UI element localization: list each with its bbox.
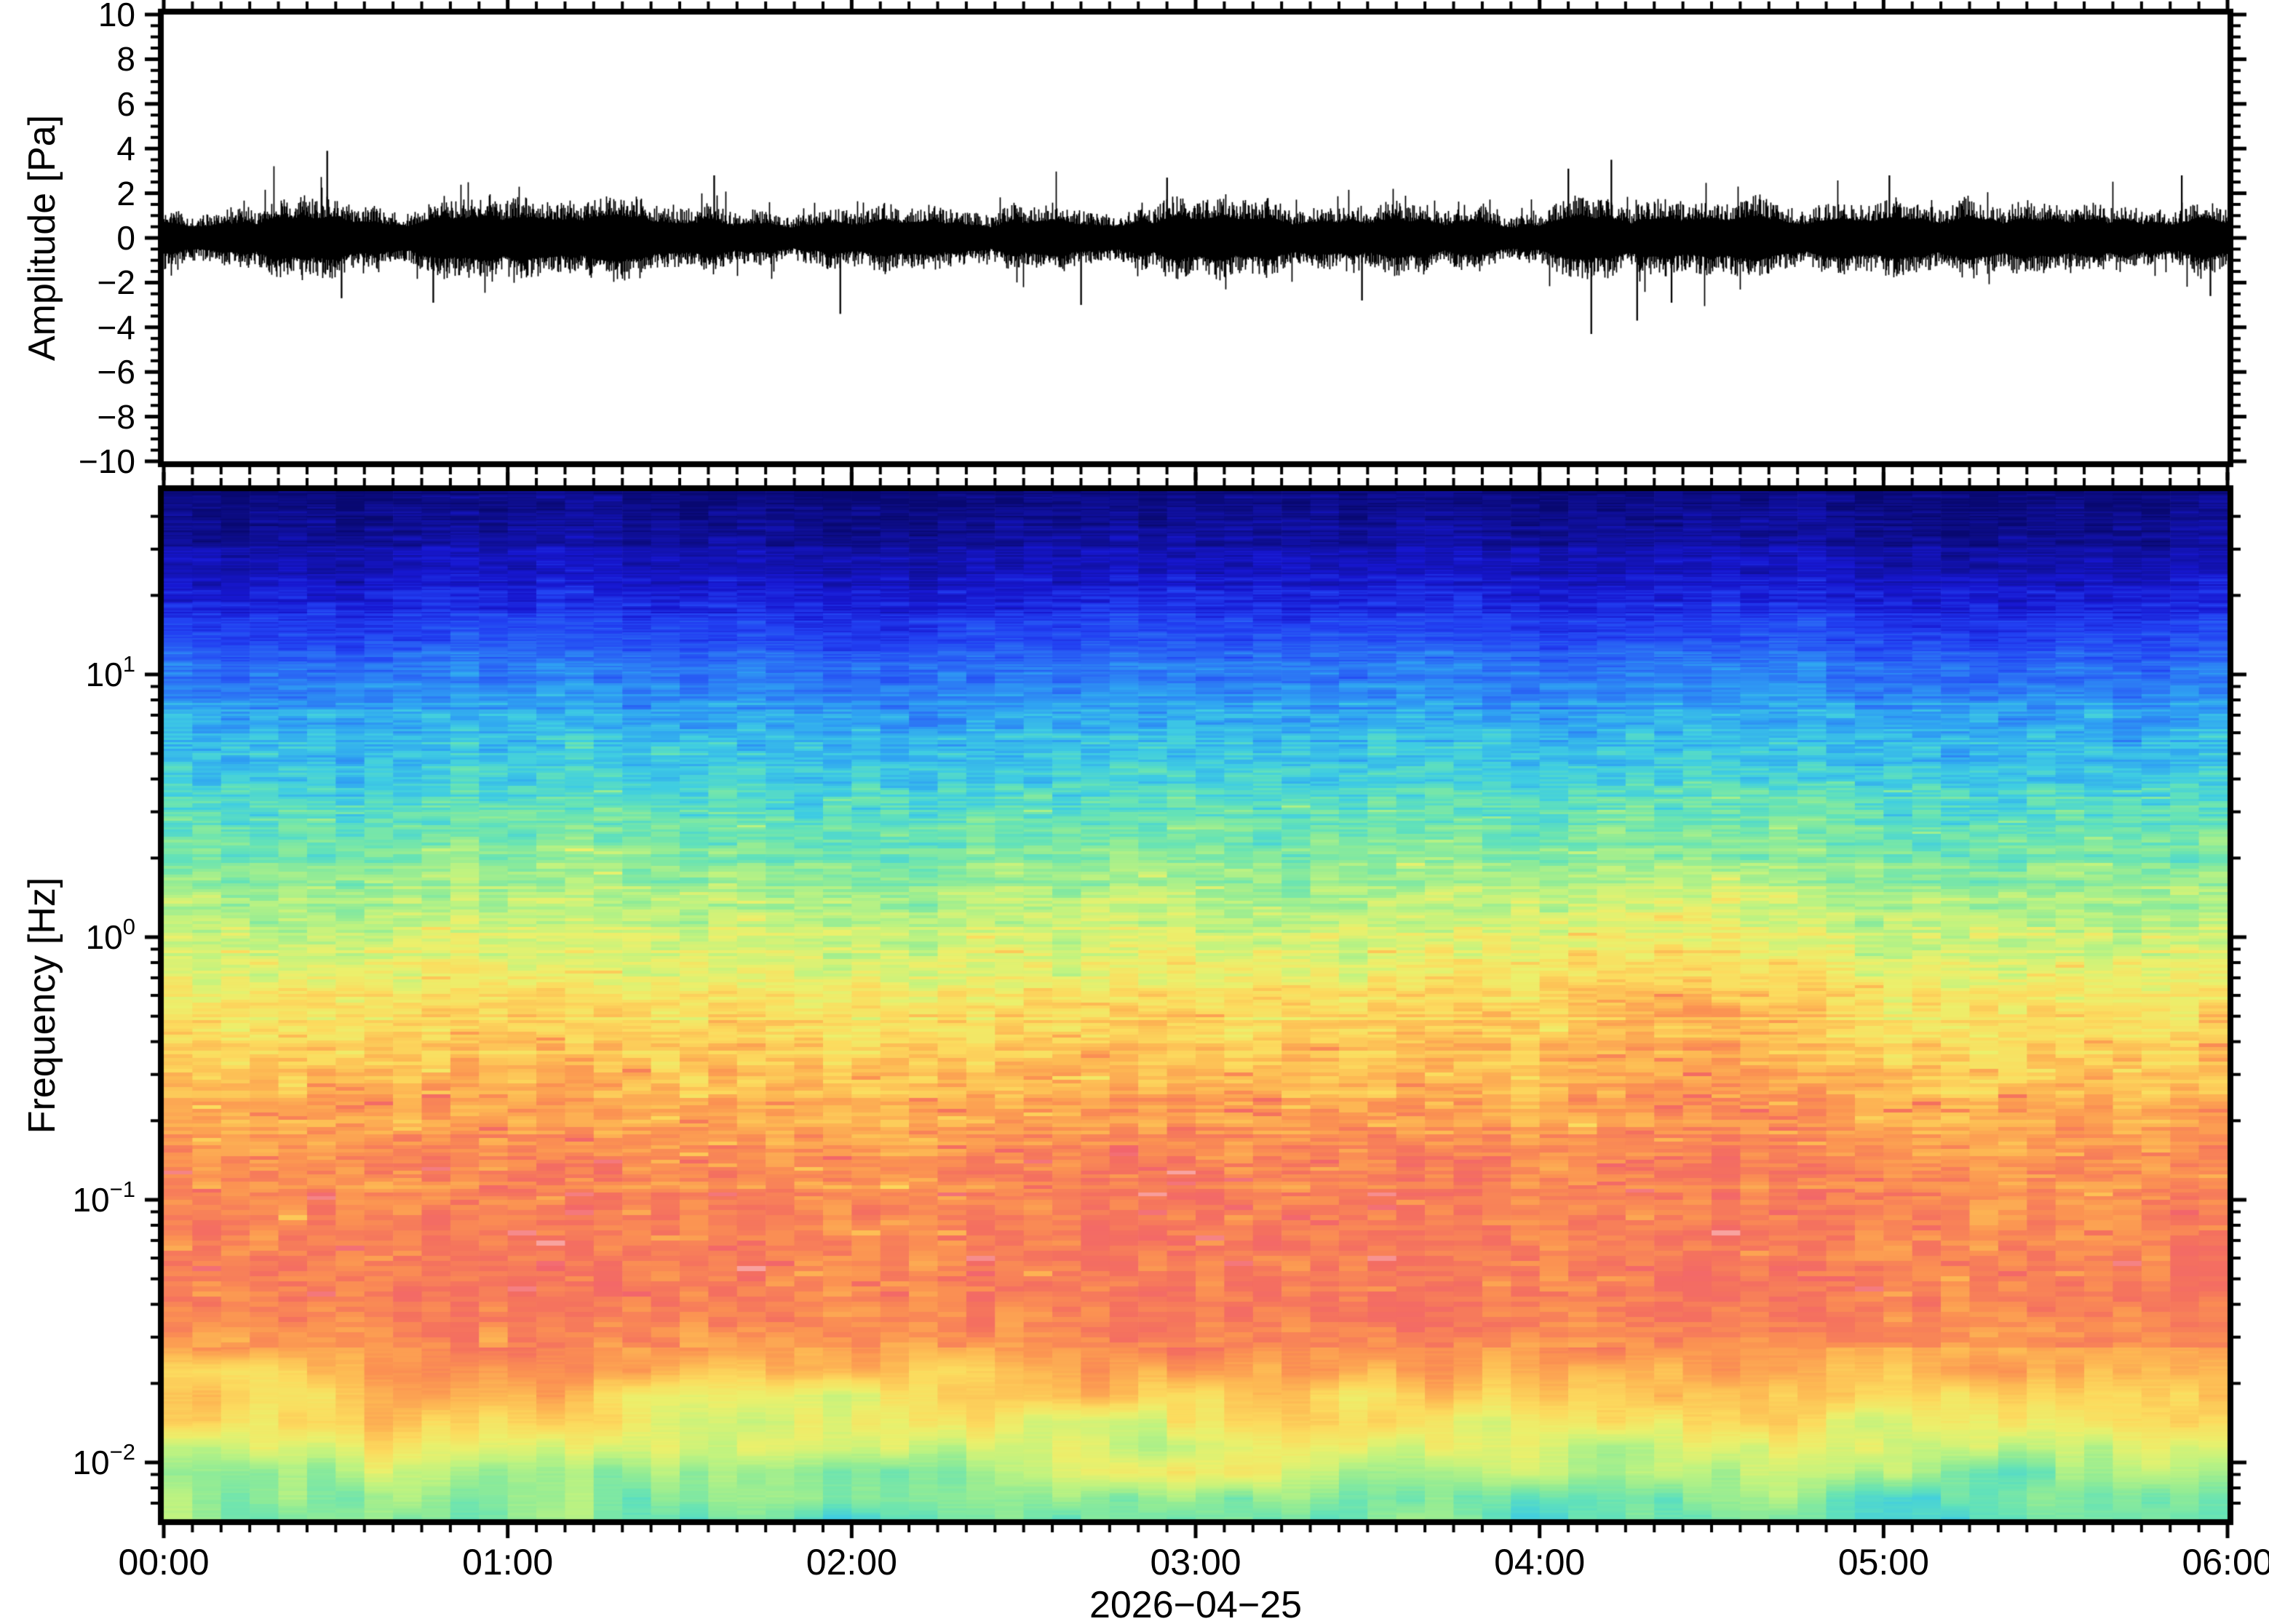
amplitude-tick-label: 8	[116, 40, 135, 79]
time-tick-label: 02:00	[806, 1542, 897, 1583]
frequency-tick-label: 100	[85, 913, 135, 956]
amplitude-tick-label: 4	[116, 130, 135, 168]
amplitude-tick-label: −6	[97, 353, 135, 391]
frequency-tick-label: 101	[85, 650, 135, 693]
time-tick-label: 00:00	[118, 1542, 210, 1583]
amplitude-tick-label: −2	[97, 263, 135, 302]
time-tick-label: 01:00	[462, 1542, 554, 1583]
amplitude-tick-label: 2	[116, 174, 135, 212]
time-tick-label: 05:00	[1837, 1542, 1929, 1583]
time-tick-label: 06:00	[2182, 1542, 2269, 1583]
amplitude-tick-label: 10	[98, 0, 135, 33]
amplitude-tick-label: −10	[78, 442, 135, 480]
frequency-axis-label: Frequency [Hz]	[21, 877, 63, 1134]
amplitude-tick-label: 0	[116, 219, 135, 257]
amplitude-tick-label: −8	[97, 397, 135, 436]
date-label: 2026−04−25	[1089, 1584, 1303, 1624]
time-tick-label: 04:00	[1494, 1542, 1586, 1583]
amplitude-axis-label: Amplitude [Pa]	[21, 114, 63, 362]
time-tick-label: 03:00	[1150, 1542, 1241, 1583]
frequency-tick-label: 10−2	[72, 1438, 135, 1481]
frequency-tick-label: 10−1	[72, 1176, 135, 1219]
amplitude-tick-label: 6	[116, 84, 135, 123]
amplitude-tick-label: −4	[97, 308, 135, 346]
